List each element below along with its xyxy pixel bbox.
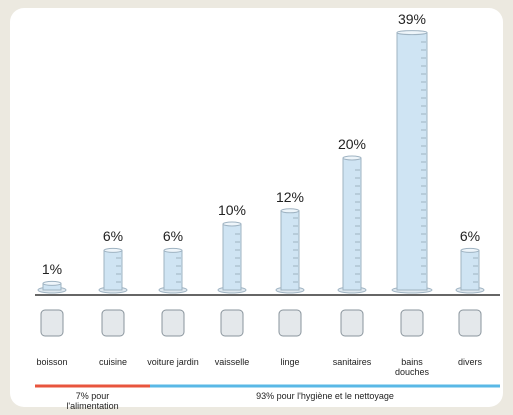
- cylinder: [103, 249, 123, 291]
- value-label: 6%: [102, 228, 124, 245]
- cylinder: [163, 249, 183, 291]
- category-label: linge: [280, 357, 300, 367]
- cylinder-rim: [280, 208, 300, 214]
- category-label: bains douches: [394, 357, 430, 377]
- value-label: 6%: [162, 228, 184, 245]
- cylinder: [460, 249, 480, 291]
- cylinder-rim: [103, 247, 123, 253]
- cylinder-rim: [342, 155, 362, 161]
- cylinder: [396, 32, 428, 291]
- category-label: vaisselle: [214, 357, 250, 367]
- icon: [458, 309, 482, 337]
- value-label: 20%: [337, 136, 367, 152]
- cylinder-rim: [460, 247, 480, 253]
- cylinder-rim: [222, 221, 242, 227]
- icon: [40, 309, 64, 337]
- icon: [278, 309, 302, 337]
- icon: [340, 309, 364, 337]
- category-label: boisson: [36, 357, 68, 367]
- category-label: voiture jardin: [147, 357, 199, 367]
- icon: [400, 309, 424, 337]
- cylinder-rim: [396, 30, 428, 36]
- icon: [220, 309, 244, 337]
- icon: [161, 309, 185, 337]
- value-label: 6%: [459, 228, 481, 245]
- icon: [101, 309, 125, 337]
- category-label: divers: [457, 357, 482, 367]
- value-label: 10%: [217, 202, 247, 218]
- cylinder-rim: [42, 280, 62, 286]
- value-label: 1%: [41, 261, 63, 278]
- value-label: 39%: [397, 10, 427, 27]
- category-label: cuisine: [98, 357, 127, 367]
- cylinder-rim: [163, 247, 183, 253]
- category-label: sanitaires: [332, 357, 372, 367]
- value-label: 12%: [275, 188, 305, 205]
- group-label: 93% pour l'hygiène et le nettoyage: [256, 391, 394, 401]
- group-label: 7% pour l'alimentation: [66, 391, 119, 411]
